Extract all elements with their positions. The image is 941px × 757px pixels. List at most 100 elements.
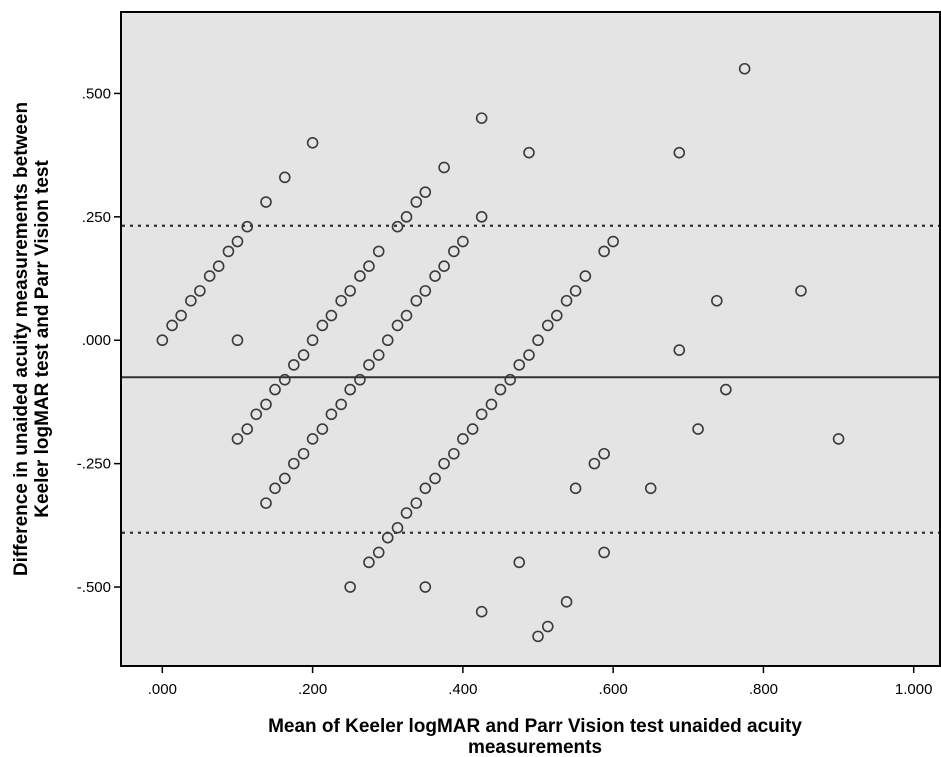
- data-point: [306, 334, 319, 347]
- data-point: [673, 146, 686, 159]
- data-points: [156, 62, 845, 643]
- data-point: [541, 319, 554, 332]
- y-tick-label: -.250: [77, 456, 111, 473]
- reference-lines: [122, 224, 939, 534]
- data-point: [410, 497, 423, 509]
- data-point: [598, 447, 610, 460]
- data-point: [363, 260, 375, 272]
- data-point: [588, 457, 601, 470]
- data-point: [832, 433, 845, 445]
- data-point: [306, 137, 319, 149]
- y-tick-label: .000: [82, 332, 111, 349]
- data-point: [475, 211, 488, 223]
- data-point: [335, 294, 347, 307]
- data-point: [410, 294, 423, 307]
- data-point: [569, 482, 582, 495]
- data-point: [720, 383, 732, 396]
- data-point: [194, 285, 206, 297]
- data-point: [231, 235, 244, 248]
- data-point: [288, 359, 300, 371]
- data-point: [400, 211, 413, 223]
- data-point: [241, 220, 254, 233]
- data-point: [560, 294, 573, 307]
- data-point: [513, 359, 526, 371]
- data-point: [222, 245, 235, 258]
- data-point: [260, 196, 272, 208]
- data-point: [400, 309, 413, 322]
- data-point: [560, 596, 573, 608]
- data-point: [532, 334, 544, 347]
- data-point: [673, 344, 686, 356]
- x-tick-label: .800: [749, 681, 778, 698]
- data-point: [532, 630, 544, 643]
- data-point: [269, 383, 281, 396]
- data-point: [231, 334, 244, 347]
- data-point: [692, 423, 704, 435]
- data-point: [260, 497, 272, 509]
- data-point: [598, 546, 610, 559]
- data-point: [475, 112, 488, 124]
- x-axis-title-line-2: measurements: [468, 737, 602, 757]
- data-point: [523, 349, 535, 361]
- x-axis-title-line-1: Mean of Keeler logMAR and Parr Vision te…: [268, 716, 802, 737]
- data-point: [579, 270, 592, 282]
- data-point: [504, 373, 517, 386]
- data-point: [485, 398, 498, 411]
- data-point: [569, 285, 582, 297]
- data-point: [185, 294, 197, 307]
- data-point: [466, 423, 479, 435]
- data-point: [541, 620, 554, 633]
- data-point: [372, 349, 385, 361]
- data-point: [475, 408, 488, 421]
- data-point: [250, 408, 263, 421]
- data-point: [457, 235, 469, 248]
- data-point: [391, 521, 404, 534]
- data-point: [344, 581, 356, 593]
- data-point: [306, 433, 319, 445]
- y-axis-title: Difference in unaided acuity measurement…: [11, 102, 53, 576]
- data-point: [513, 556, 526, 569]
- data-point: [372, 546, 385, 559]
- data-point: [363, 359, 375, 371]
- data-point: [457, 433, 469, 445]
- data-point: [391, 220, 404, 233]
- data-point: [795, 285, 807, 297]
- data-point: [438, 457, 450, 470]
- y-axis-ticks: .500 .250 .000 -.250 -.500: [77, 85, 121, 596]
- data-point: [156, 334, 169, 347]
- data-point: [372, 245, 385, 258]
- data-point: [344, 285, 356, 297]
- y-axis-title-line-1: Difference in unaided acuity measurement…: [11, 102, 32, 576]
- data-point: [419, 186, 432, 198]
- data-point: [711, 294, 723, 307]
- x-tick-label: .200: [298, 681, 327, 698]
- data-point: [607, 235, 619, 248]
- plot-area: [120, 11, 941, 667]
- data-point: [738, 62, 751, 75]
- data-point: [278, 171, 291, 184]
- data-point: [381, 334, 394, 347]
- x-tick-label: 1.000: [895, 681, 933, 698]
- data-point: [288, 457, 300, 470]
- data-point: [429, 472, 441, 485]
- x-tick-label: .400: [448, 681, 477, 698]
- data-point: [354, 270, 366, 282]
- data-point: [278, 472, 291, 485]
- data-point: [448, 447, 460, 460]
- data-point: [475, 605, 488, 618]
- data-point: [241, 423, 254, 435]
- data-point: [644, 482, 657, 495]
- data-point: [438, 161, 450, 174]
- data-point: [494, 383, 507, 396]
- data-point: [429, 270, 441, 282]
- data-point: [400, 507, 413, 519]
- data-point: [269, 482, 281, 495]
- data-point: [175, 309, 187, 322]
- data-point: [316, 423, 329, 435]
- data-point: [212, 260, 225, 272]
- data-point: [325, 408, 338, 421]
- data-point: [297, 447, 310, 460]
- y-tick-label: .250: [82, 209, 111, 226]
- data-point: [550, 309, 563, 322]
